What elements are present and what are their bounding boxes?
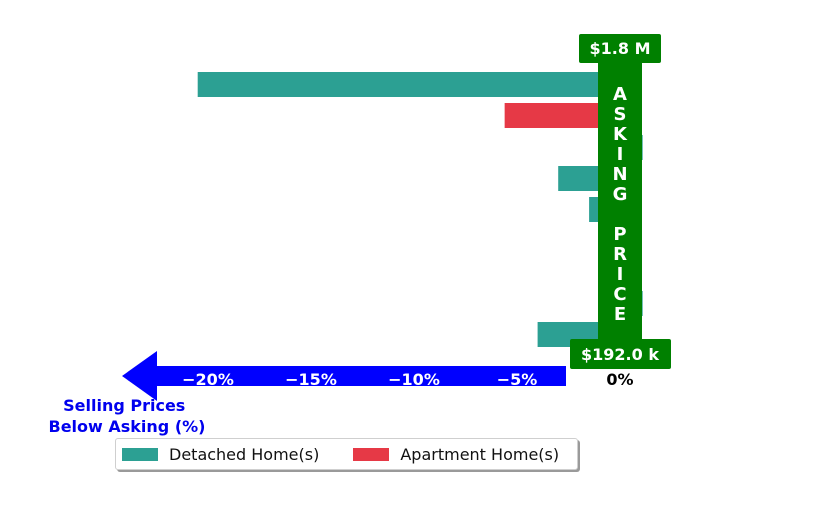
x-axis-label: Selling Prices Below Asking (%) — [49, 396, 206, 436]
x-tick-labels: −20% −15% −10% −5% 0% — [182, 370, 633, 389]
legend-item-apartment: Apartment Home(s) — [353, 445, 559, 464]
bars-group — [197, 72, 643, 347]
x-tick-label: −15% — [285, 370, 337, 389]
bottom-price-badge — [570, 339, 671, 369]
asking-price-letter: G — [613, 184, 628, 205]
asking-price-letter: C — [613, 284, 626, 305]
legend-label-apartment: Apartment Home(s) — [400, 444, 560, 464]
x-tick-label: −20% — [182, 370, 234, 389]
bottom-price-label: $192.0 k — [581, 345, 659, 364]
legend-item-detached: Detached Home(s) — [122, 445, 319, 464]
asking-price-letter: I — [617, 144, 624, 165]
legend-label-detached: Detached Home(s) — [169, 444, 320, 464]
asking-price-letter: P — [613, 224, 626, 245]
legend-swatch-apartment — [353, 447, 390, 461]
x-tick-label: −5% — [497, 370, 538, 389]
asking-price-letter: S — [614, 104, 627, 125]
asking-price-letter: A — [613, 84, 627, 105]
asking-price-letter: N — [612, 164, 627, 185]
top-price-badge — [579, 34, 661, 63]
x-tick-label: 0% — [606, 370, 633, 389]
x-tick-label: −10% — [388, 370, 440, 389]
asking-price-letter: E — [614, 304, 626, 325]
legend: Detached Home(s) Apartment Home(s) — [115, 438, 578, 470]
top-price-label: $1.8 M — [590, 39, 651, 58]
asking-price-letter: K — [613, 124, 628, 145]
asking-price-letter: R — [613, 244, 627, 265]
below-asking-arrow — [122, 351, 566, 401]
detached-bar-0 — [197, 72, 620, 97]
asking-price-letter: I — [617, 264, 624, 285]
legend-swatch-detached — [122, 447, 158, 461]
asking-price-bar — [598, 62, 642, 350]
